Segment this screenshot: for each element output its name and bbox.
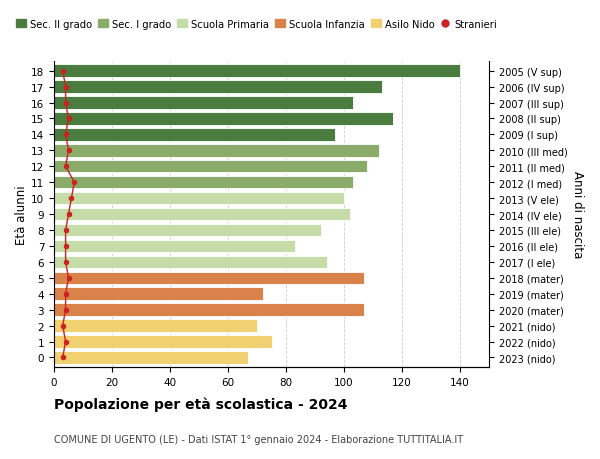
- Bar: [54, 256, 326, 269]
- Point: [64, 116, 73, 123]
- Bar: [54, 319, 257, 332]
- Bar: [54, 97, 353, 110]
- Bar: [54, 192, 344, 205]
- Bar: [54, 65, 460, 78]
- Point: [67, 195, 76, 202]
- Text: COMUNE DI UGENTO (LE) - Dati ISTAT 1° gennaio 2024 - Elaborazione TUTTITALIA.IT: COMUNE DI UGENTO (LE) - Dati ISTAT 1° ge…: [54, 434, 463, 444]
- Legend: Sec. II grado, Sec. I grado, Scuola Primaria, Scuola Infanzia, Asilo Nido, Stran: Sec. II grado, Sec. I grado, Scuola Prim…: [16, 20, 497, 30]
- Bar: [54, 304, 364, 316]
- Point: [64, 211, 73, 218]
- Bar: [54, 81, 382, 94]
- Point: [64, 147, 73, 155]
- Point: [58, 354, 68, 361]
- Point: [70, 179, 79, 186]
- Bar: [54, 288, 263, 300]
- Text: Popolazione per età scolastica - 2024: Popolazione per età scolastica - 2024: [54, 397, 347, 412]
- Point: [58, 322, 68, 330]
- Point: [58, 68, 68, 75]
- Point: [61, 227, 70, 234]
- Point: [61, 306, 70, 313]
- Bar: [54, 177, 353, 189]
- Point: [61, 163, 70, 171]
- Bar: [54, 208, 350, 221]
- Point: [61, 100, 70, 107]
- Bar: [54, 129, 335, 141]
- Bar: [54, 240, 295, 252]
- Point: [64, 274, 73, 282]
- Bar: [54, 145, 379, 157]
- Bar: [54, 352, 248, 364]
- Bar: [54, 224, 321, 237]
- Y-axis label: Anni di nascita: Anni di nascita: [571, 171, 584, 258]
- Point: [61, 84, 70, 91]
- Y-axis label: Età alunni: Età alunni: [15, 185, 28, 244]
- Bar: [54, 113, 394, 125]
- Bar: [54, 336, 271, 348]
- Point: [61, 338, 70, 346]
- Point: [61, 291, 70, 298]
- Point: [61, 258, 70, 266]
- Point: [61, 243, 70, 250]
- Bar: [54, 161, 367, 173]
- Point: [61, 131, 70, 139]
- Bar: [54, 272, 364, 285]
